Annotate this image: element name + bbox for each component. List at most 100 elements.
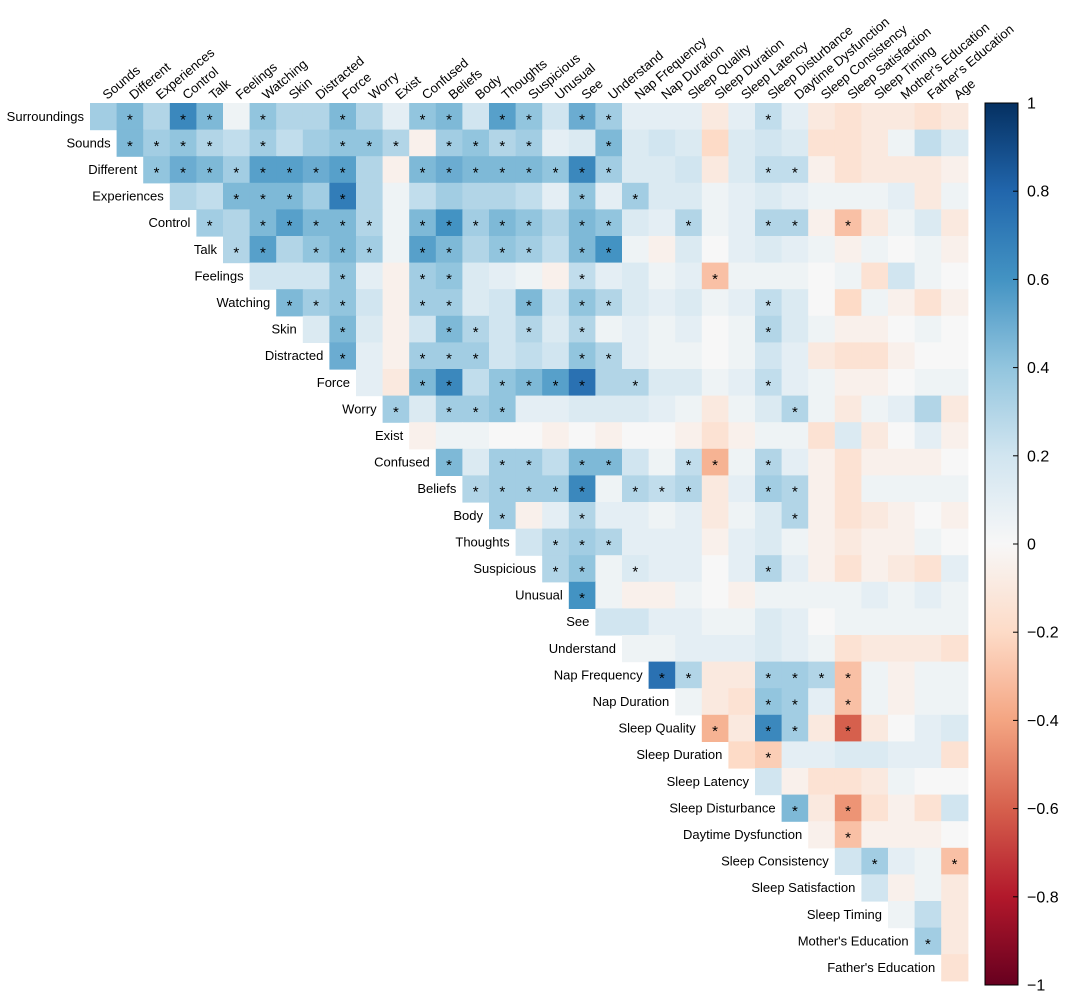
cell-exist-understand — [595, 422, 623, 450]
sig-star-control-beliefs: * — [446, 218, 452, 235]
cell-feelings-sleep-quality — [675, 262, 703, 290]
cell-sleep-disturbance-father-s-education — [914, 794, 942, 822]
row-label-feelings: Feelings — [194, 268, 244, 283]
sig-star-body-daytime-dysfunction: * — [792, 510, 798, 527]
sig-star-watching-confused: * — [420, 298, 426, 315]
colorbar-tick-label: −0.6 — [1027, 801, 1059, 818]
cell-experiences-sleep-quality — [675, 182, 703, 210]
sig-star-distracted-beliefs: * — [446, 351, 452, 368]
cell-exist-age — [941, 422, 969, 450]
sig-star-talk-confused: * — [420, 244, 426, 261]
cell-distracted-sleep-satisfaction — [834, 342, 862, 370]
cell-control-sleep-duration — [701, 209, 729, 237]
sig-star-confused-sleep-quality: * — [686, 457, 692, 474]
cell-confused-thoughts — [489, 448, 517, 476]
sig-star-distracted-confused: * — [420, 351, 426, 368]
row-labels: Surroundings Sounds Different Experiences Co… — [7, 109, 936, 975]
cell-suspicious-nap-duration — [648, 555, 676, 583]
cell-nap-frequency-nap-duration — [648, 661, 676, 689]
cell-experiences-skin — [276, 182, 304, 210]
sig-star-watching-skin: * — [287, 298, 293, 315]
cell-suspicious-mother-s-education — [888, 555, 916, 583]
cell-watching-suspicious — [515, 289, 543, 317]
cell-skin-body — [462, 315, 490, 343]
cell-father-s-education-age — [941, 954, 969, 982]
cell-nap-frequency-daytime-dysfunction — [781, 661, 809, 689]
cell-feelings-unusual — [542, 262, 570, 290]
cell-sleep-duration-age — [941, 741, 969, 769]
cell-different-sleep-duration — [701, 156, 729, 184]
cell-watching-skin — [276, 289, 304, 317]
cell-exist-thoughts — [489, 422, 517, 450]
cell-sounds-skin — [276, 129, 304, 157]
cell-talk-understand — [595, 236, 623, 264]
sig-star-nap-frequency-nap-duration: * — [659, 670, 665, 687]
cell-experiences-watching — [249, 182, 277, 210]
sig-star-force-suspicious: * — [526, 377, 532, 394]
cell-control-suspicious — [515, 209, 543, 237]
colorbar-tick-label: 0.8 — [1027, 184, 1049, 201]
cell-watching-mother-s-education — [888, 289, 916, 317]
cell-force-nap-duration — [648, 369, 676, 397]
cell-nap-frequency-sleep-latency — [728, 661, 756, 689]
cell-sounds-distracted — [302, 129, 330, 157]
cell-worry-see — [568, 395, 596, 423]
sig-star-surroundings-different: * — [127, 111, 133, 128]
cell-confused-sleep-consistency — [808, 448, 836, 476]
row-label-control: Control — [148, 215, 190, 230]
cell-surroundings-unusual — [542, 103, 570, 131]
cell-nap-frequency-father-s-education — [914, 661, 942, 689]
cell-body-nap-frequency — [622, 502, 650, 530]
row-label-sleep-quality: Sleep Quality — [618, 721, 696, 736]
cell-confused-body — [462, 448, 490, 476]
sig-star-control-sleep-satisfaction: * — [845, 218, 851, 235]
cell-exist-daytime-dysfunction — [781, 422, 809, 450]
cell-worry-sleep-timing — [861, 395, 889, 423]
cell-see-mother-s-education — [888, 608, 916, 636]
cell-sleep-latency-sleep-consistency — [808, 768, 836, 796]
cell-surroundings-worry — [356, 103, 384, 131]
cell-surroundings-sleep-timing — [861, 103, 889, 131]
cell-experiences-thoughts — [489, 182, 517, 210]
cell-thoughts-sleep-consistency — [808, 528, 836, 556]
cell-exist-confused — [409, 422, 437, 450]
sig-star-surroundings-beliefs: * — [446, 111, 452, 128]
cell-daytime-dysfunction-age — [941, 821, 969, 849]
sig-star-unusual-see: * — [579, 590, 585, 607]
cell-sounds-sleep-duration — [701, 129, 729, 157]
cell-sleep-quality-sleep-latency — [728, 714, 756, 742]
sig-star-beliefs-nap-frequency: * — [632, 484, 638, 501]
cell-sounds-understand — [595, 129, 623, 157]
cell-watching-see — [568, 289, 596, 317]
sig-star-confused-see: * — [579, 457, 585, 474]
cell-experiences-distracted — [302, 182, 330, 210]
sig-star-nap-duration-daytime-dysfunction: * — [792, 697, 798, 714]
sig-star-nap-frequency-sleep-satisfaction: * — [845, 670, 851, 687]
colorbar-tick-label: 0.6 — [1027, 272, 1049, 289]
cell-sleep-disturbance-sleep-satisfaction — [834, 794, 862, 822]
cell-experiences-sleep-timing — [861, 182, 889, 210]
cell-thoughts-mother-s-education — [888, 528, 916, 556]
sig-star-skin-sleep-disturbance: * — [765, 324, 771, 341]
sig-star-sleep-disturbance-sleep-satisfaction: * — [845, 803, 851, 820]
cell-understand-sleep-quality — [675, 635, 703, 663]
sig-star-nap-frequency-sleep-disturbance: * — [765, 670, 771, 687]
sig-star-confused-sleep-disturbance: * — [765, 457, 771, 474]
sig-star-skin-suspicious: * — [526, 324, 532, 341]
cell-distracted-understand — [595, 342, 623, 370]
cell-experiences-sleep-consistency — [808, 182, 836, 210]
cell-sounds-confused — [409, 129, 437, 157]
cell-see-sleep-satisfaction — [834, 608, 862, 636]
cell-sleep-duration-sleep-timing — [861, 741, 889, 769]
cell-force-sleep-timing — [861, 369, 889, 397]
cell-experiences-nap-duration — [648, 182, 676, 210]
sig-star-skin-force: * — [340, 324, 346, 341]
sig-star-different-body: * — [473, 165, 479, 182]
sig-star-different-understand: * — [606, 165, 612, 182]
cell-sounds-sleep-disturbance — [755, 129, 783, 157]
cell-feelings-beliefs — [435, 262, 463, 290]
sig-star-different-sleep-disturbance: * — [765, 165, 771, 182]
cell-experiences-sleep-disturbance — [755, 182, 783, 210]
cell-different-unusual — [542, 156, 570, 184]
cell-control-confused — [409, 209, 437, 237]
